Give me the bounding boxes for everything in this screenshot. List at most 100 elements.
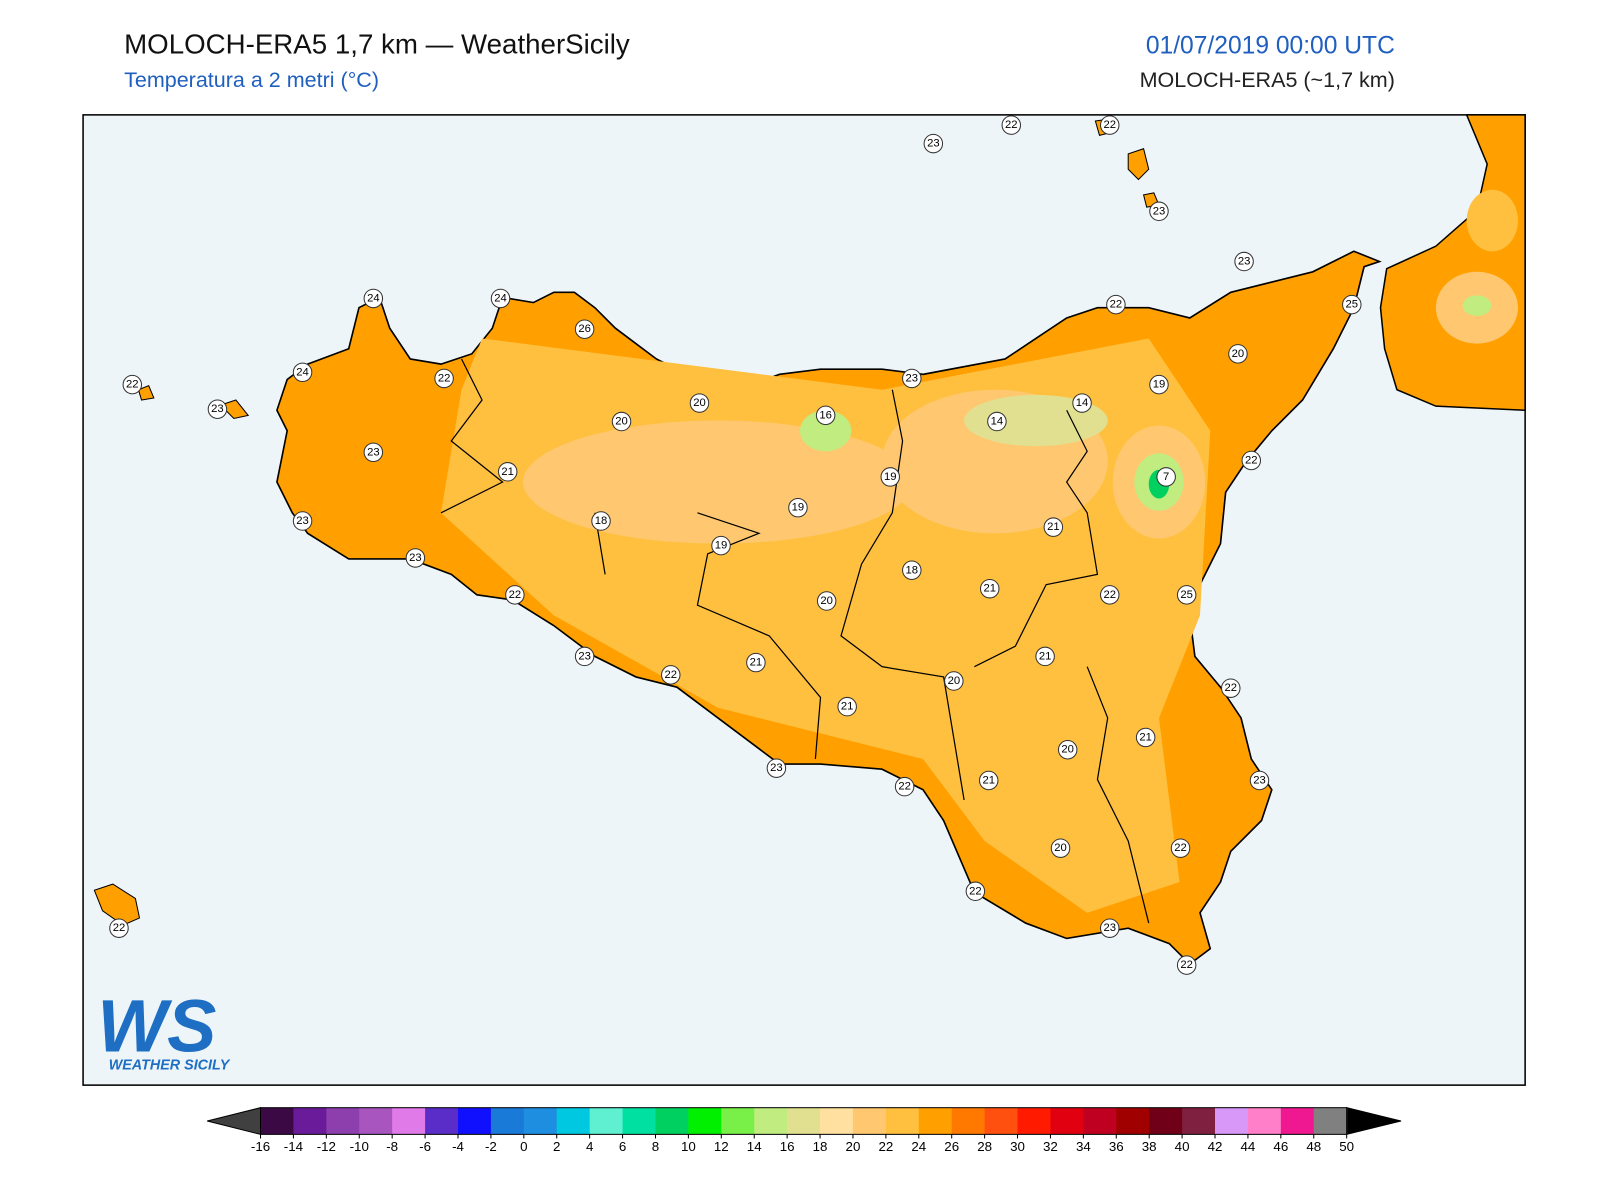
station-marker	[1001, 115, 1022, 135]
colorbar-tick-label: 8	[652, 1139, 659, 1154]
model-label: MOLOCH-ERA5 (~1,7 km)	[1140, 68, 1395, 92]
colorbar-tick-label: -2	[485, 1139, 497, 1154]
island	[137, 384, 155, 401]
colorbar-cell	[787, 1107, 821, 1135]
date: 01/07/2019 00:00 UTC	[1146, 32, 1395, 59]
station-value: 16	[819, 409, 832, 421]
colorbar-tick-label: 32	[1043, 1139, 1058, 1154]
station-marker	[902, 560, 922, 580]
station-marker	[1156, 467, 1176, 487]
station-marker	[902, 368, 922, 389]
station-marker	[1149, 374, 1169, 395]
colorbar-tick-label: -12	[317, 1139, 336, 1154]
station-marker	[292, 362, 313, 383]
colorbar-tick-label: 36	[1109, 1139, 1124, 1154]
station-marker	[122, 374, 143, 395]
colorbar-under	[207, 1107, 262, 1136]
station-marker	[1099, 585, 1120, 605]
station-value: 22	[1103, 589, 1116, 601]
station-marker	[815, 405, 836, 426]
colorbar-cell	[326, 1107, 360, 1135]
station-marker	[292, 511, 313, 531]
colorbar-tick-label: 24	[911, 1139, 926, 1154]
station-value: 18	[595, 515, 608, 527]
colorbar-tick-label: 50	[1339, 1139, 1354, 1154]
station-value: 20	[693, 397, 706, 409]
station-marker	[1043, 517, 1064, 537]
colorbar-cell	[1083, 1107, 1117, 1135]
station-value: 22	[1225, 682, 1238, 694]
colorbar-tick-label: 48	[1306, 1139, 1321, 1154]
station-marker	[978, 770, 999, 791]
station-marker	[766, 758, 787, 778]
colorbar-cell	[556, 1107, 591, 1135]
colorbar-cell	[293, 1107, 327, 1135]
colorbar-cell	[984, 1107, 1019, 1135]
station-marker	[1249, 770, 1270, 791]
station-marker	[497, 462, 518, 482]
island	[219, 399, 250, 420]
colorbar-tick-label: 42	[1208, 1139, 1223, 1154]
colorbar-tick-label: 28	[977, 1139, 992, 1154]
logo-mark: WS	[97, 984, 216, 1067]
station-marker	[1072, 393, 1092, 413]
colorbar-tick-label: 34	[1076, 1139, 1091, 1154]
station-value: 22	[1180, 959, 1193, 971]
colorbar-tick-label: 12	[714, 1139, 729, 1154]
station-value: 21	[1039, 650, 1052, 662]
station-value: 23	[906, 372, 919, 384]
colorbar-cell	[359, 1107, 393, 1135]
colorbar-cell	[655, 1107, 689, 1135]
colorbar-cell	[490, 1107, 525, 1135]
station-marker	[1057, 740, 1078, 760]
colorbar-tick-label: 0	[520, 1139, 527, 1154]
station-value: 20	[820, 595, 833, 607]
station-value: 20	[948, 675, 961, 687]
colorbar-cell	[523, 1107, 558, 1135]
island	[93, 883, 141, 926]
station-marker	[979, 578, 1000, 599]
station-marker	[987, 411, 1007, 432]
station-value: 14	[1076, 397, 1089, 409]
station-value: 21	[501, 466, 514, 478]
cool-area	[964, 394, 1108, 447]
station-value: 21	[1139, 731, 1152, 743]
station-value: 19	[715, 540, 728, 552]
station-value: 19	[884, 471, 897, 483]
subtitle: Temperatura a 2 metri (°C)	[124, 68, 379, 92]
station-value: 22	[1174, 842, 1187, 854]
title: MOLOCH-ERA5 1,7 km — WeatherSicily	[124, 28, 630, 59]
colorbar-cell	[1313, 1107, 1348, 1135]
station-value: 22	[665, 669, 678, 681]
colorbar-over	[1346, 1107, 1402, 1136]
station-value: 25	[1346, 299, 1359, 311]
colorbar-tick-label: -14	[284, 1139, 304, 1154]
colorbar-tick-label: 38	[1142, 1139, 1157, 1154]
colorbar-tick-label: 4	[586, 1139, 594, 1154]
station-value: 23	[296, 515, 309, 527]
colorbar-cell	[392, 1107, 426, 1135]
colorbar-tick-label: -8	[386, 1139, 398, 1154]
colorbar-tick-label: 2	[553, 1139, 560, 1154]
colorbar-tick-label: 20	[846, 1139, 861, 1154]
station-value: 21	[1047, 521, 1060, 533]
colorbar-tick-label: -4	[452, 1139, 464, 1154]
station-value: 23	[1153, 205, 1166, 217]
station-marker	[880, 467, 900, 487]
station-value: 21	[983, 583, 996, 595]
station-value: 23	[770, 762, 783, 774]
station-value: 22	[126, 379, 139, 391]
colorbar-tick-label: -10	[350, 1139, 369, 1154]
colorbar-cell	[721, 1107, 755, 1135]
station-marker	[746, 652, 766, 673]
station-marker	[1228, 344, 1248, 364]
station-value: 22	[969, 885, 982, 897]
station-value: 20	[1054, 842, 1067, 854]
colorbar-cell	[1215, 1107, 1249, 1135]
province-border	[440, 358, 1150, 924]
station-marker	[923, 133, 944, 154]
station-marker	[611, 411, 632, 432]
colorbar-tick-label: 40	[1175, 1139, 1190, 1154]
station-value: 22	[1005, 119, 1018, 131]
logo-name: WEATHER SICILY	[109, 1058, 231, 1074]
